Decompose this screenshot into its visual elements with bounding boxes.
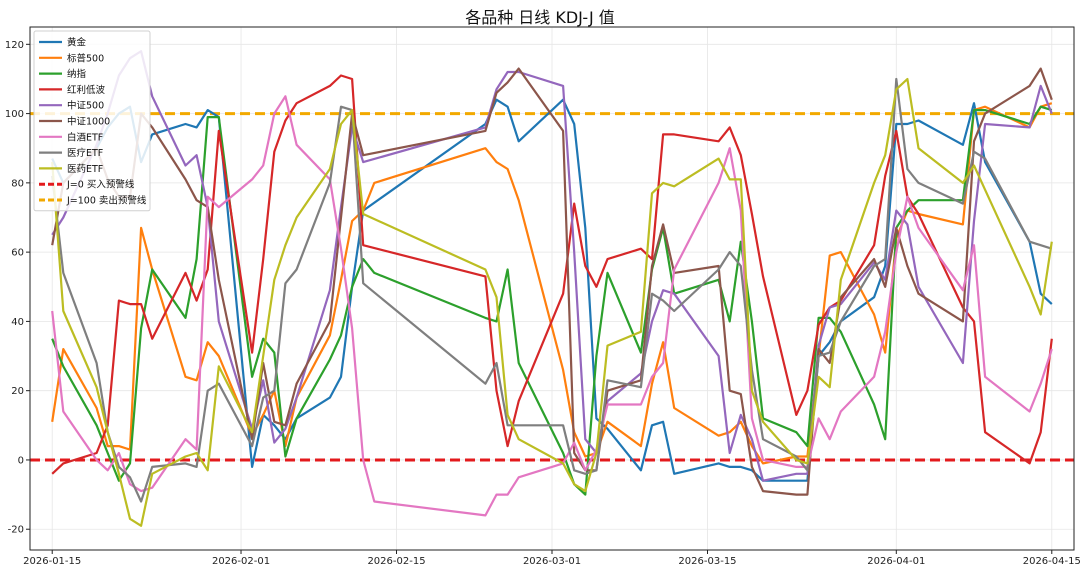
legend-label: 纳指 [67,68,87,80]
legend-box [33,30,151,212]
legend-label: 红利低波 [67,84,106,96]
y-tick-label: 40 [11,317,24,328]
x-tick-label: 2026-04-01 [867,556,925,567]
x-tick-label: 2026-03-15 [678,556,736,567]
x-tick-label: 2026-02-01 [212,556,270,567]
series-line-9 [51,77,1053,527]
legend-label: 黄金 [67,37,87,49]
y-tick-label: 80 [11,178,24,189]
chart-title: 各品种 日线 KDJ-J 值 [465,8,615,27]
series-line-1 [51,98,1053,482]
legend-label: 白酒ETF [67,131,103,143]
x-tick-label: 2026-01-15 [23,556,81,567]
legend-label: 医药ETF [67,164,103,175]
series-line-8 [51,77,1053,503]
x-tick-label: 2026-04-15 [1023,556,1080,567]
y-tick-label: 120 [5,40,24,51]
y-tick-label: 100 [5,109,24,120]
y-tick-label: 60 [11,248,24,259]
series-line-7 [51,95,1053,517]
y-tick-label: -20 [8,525,24,536]
legend-label: J=100 卖出预警线 [66,195,147,207]
x-tick-label: 2026-02-15 [367,556,425,567]
series-line-3 [51,105,1053,496]
legend-label: J=0 买入预警线 [66,179,135,191]
legend-label: 医疗ETF [67,147,103,159]
legend-label: 标普500 [67,52,104,64]
y-tick-label: 20 [11,386,24,397]
series-line-2 [51,102,1053,465]
legend-label: 中证500 [67,100,104,112]
x-tick-label: 2026-03-01 [523,556,581,567]
y-tick-label: 0 [18,455,24,466]
series-line-5 [51,50,1053,482]
series-line-4 [51,74,1053,475]
legend-label: 中证1000 [67,116,110,128]
